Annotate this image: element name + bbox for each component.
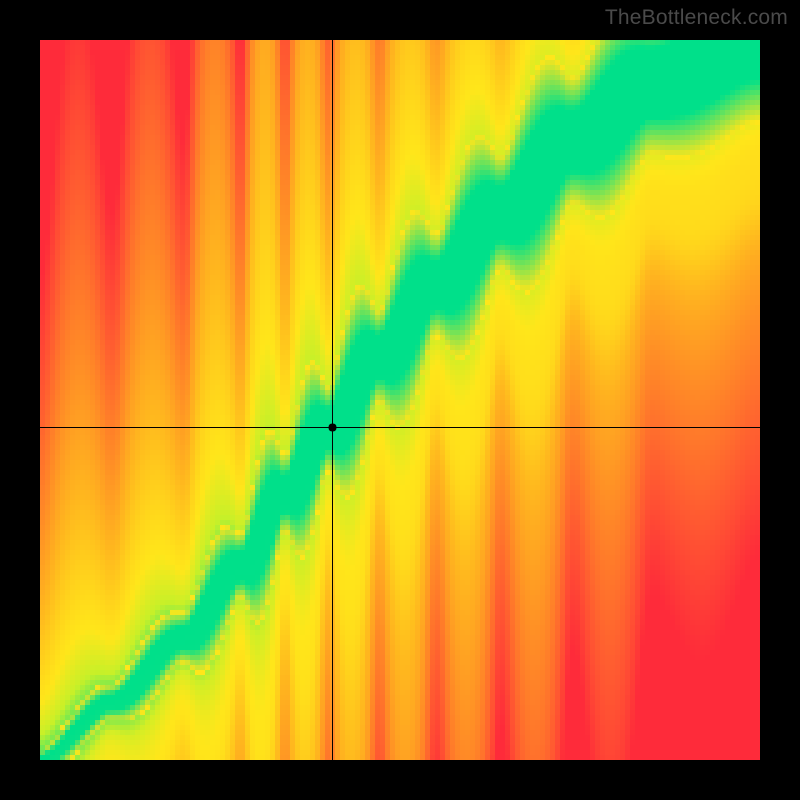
crosshair-overlay bbox=[40, 40, 760, 760]
chart-container: TheBottleneck.com bbox=[0, 0, 800, 800]
watermark-text: TheBottleneck.com bbox=[605, 6, 788, 30]
